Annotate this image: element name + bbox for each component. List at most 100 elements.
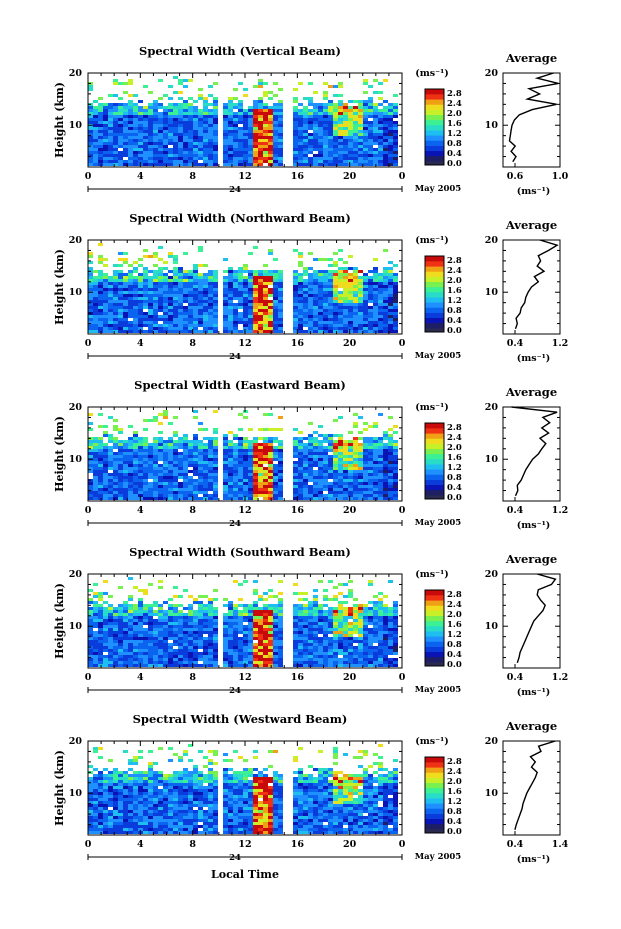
heatmap-cell (133, 622, 138, 625)
heatmap-cell (163, 491, 168, 494)
heatmap-cell (138, 470, 143, 473)
heatmap-cell (128, 100, 133, 103)
heatmap-cell (253, 106, 258, 109)
heatmap-cell (298, 157, 303, 160)
heatmap-cell (183, 127, 188, 130)
heatmap-cell (168, 252, 173, 255)
heatmap-cell (183, 285, 188, 288)
heatmap-cell (153, 610, 158, 613)
heatmap-cell (208, 130, 213, 133)
heatmap-cell (213, 97, 218, 100)
heatmap-cell (278, 485, 283, 488)
heatmap-cell (148, 619, 153, 622)
heatmap-cell (213, 634, 218, 637)
heatmap-cell (388, 327, 393, 330)
heatmap-cell (158, 604, 163, 607)
heatmap-cell (188, 464, 193, 467)
heatmap-cell (373, 422, 378, 425)
heatmap-cell (368, 112, 373, 115)
heatmap-cell (153, 303, 158, 306)
heatmap-cell (248, 160, 253, 163)
heatmap-cell (173, 434, 178, 437)
heatmap-cell (388, 285, 393, 288)
heatmap-cell (353, 318, 358, 321)
heatmap-cell (188, 136, 193, 139)
heatmap-cell (138, 127, 143, 130)
heatmap-cell (198, 622, 203, 625)
heatmap-cell (183, 607, 188, 610)
colorbar-tick-label: 2.4 (447, 266, 462, 276)
heatmap-cell (313, 294, 318, 297)
heatmap-cell (258, 467, 263, 470)
heatmap-cell (388, 485, 393, 488)
colorbar-frame (424, 422, 445, 500)
heatmap-cell (163, 625, 168, 628)
heatmap-cell (88, 634, 93, 637)
heatmap-cell (313, 160, 318, 163)
heatmap-cell (308, 288, 313, 291)
heatmap-cell (88, 446, 93, 449)
heatmap-cell (88, 428, 93, 431)
heatmap-cell (328, 148, 333, 151)
heatmap-cell (228, 118, 233, 121)
heatmap-cell (268, 154, 273, 157)
heatmap-cell (223, 303, 228, 306)
heatmap-cell (353, 413, 358, 416)
heatmap-cell (118, 324, 123, 327)
heatmap-cell (253, 145, 258, 148)
heatmap-cell (238, 273, 243, 276)
heatmap-cell (238, 291, 243, 294)
heatmap-cell (393, 494, 398, 497)
heatmap-cell (203, 470, 208, 473)
heatmap-cell (353, 491, 358, 494)
heatmap-cell (173, 151, 178, 154)
heatmap-cell (278, 288, 283, 291)
heatmap-cell (393, 282, 398, 285)
heatmap-cell (203, 658, 208, 661)
heatmap-cell (308, 157, 313, 160)
heatmap-cell (148, 130, 153, 133)
heatmap-cell (238, 467, 243, 470)
heatmap-cell (178, 452, 183, 455)
heatmap-cell (193, 139, 198, 142)
heatmap-cell (138, 124, 143, 127)
heatmap-cell (148, 461, 153, 464)
heatmap-cell (318, 142, 323, 145)
heatmap-cell (93, 661, 98, 664)
heatmap-cell (123, 282, 128, 285)
colorbar-segment (425, 99, 444, 105)
heatmap-cell (178, 446, 183, 449)
heatmap-cell (88, 154, 93, 157)
heatmap-cell (198, 291, 203, 294)
heatmap-cell (278, 115, 283, 118)
heatmap-cell (93, 270, 98, 273)
heatmap-cell (138, 643, 143, 646)
heatmap-cell (373, 324, 378, 327)
heatmap-cell (303, 479, 308, 482)
heatmap-cell (193, 452, 198, 455)
heatmap-cell (163, 452, 168, 455)
heatmap-cell (178, 157, 183, 160)
heatmap-cell (213, 330, 218, 333)
heatmap-cell (393, 318, 398, 321)
heatmap-cell (253, 497, 258, 500)
heatmap-cell (168, 118, 173, 121)
heatmap-cell (303, 488, 308, 491)
heatmap-cell (183, 142, 188, 145)
heatmap-cell (188, 604, 193, 607)
heatmap-cell (193, 124, 198, 127)
heatmap-cell (113, 446, 118, 449)
heatmap-cell (313, 315, 318, 318)
heatmap-cell (198, 613, 203, 616)
heatmap-cell (303, 288, 308, 291)
heatmap-cell (323, 470, 328, 473)
heatmap-cell (238, 458, 243, 461)
heatmap-cell (383, 497, 388, 500)
heatmap-cell (148, 482, 153, 485)
heatmap-cell (223, 318, 228, 321)
heatmap-cell (273, 118, 278, 121)
heatmap-cell (328, 118, 333, 121)
heatmap-cell (93, 133, 98, 136)
heatmap-cell (228, 154, 233, 157)
heatmap-cell (123, 664, 128, 667)
